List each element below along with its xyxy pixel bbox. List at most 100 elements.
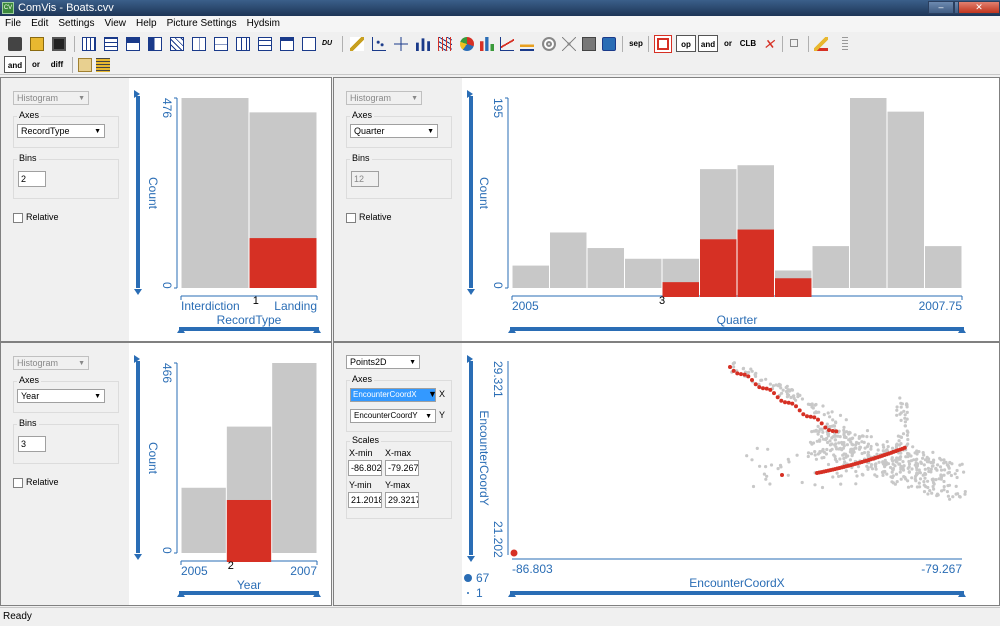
clear-selection-icon[interactable]: ✕ bbox=[763, 36, 775, 52]
brush-icon[interactable] bbox=[348, 35, 366, 53]
axes-label: Axes bbox=[350, 110, 375, 120]
data-point bbox=[907, 459, 911, 464]
y-min-input[interactable]: 21.2018 bbox=[348, 492, 382, 508]
x-axis-bar bbox=[510, 591, 964, 595]
menu-file[interactable]: File bbox=[5, 18, 22, 29]
scatterplot[interactable]: 29.321 21.202 EncounterCoordY -86.803 -79.26… bbox=[462, 343, 999, 605]
and-button[interactable]: and bbox=[698, 35, 718, 52]
grip-icon[interactable] bbox=[836, 35, 854, 53]
x-axis-select[interactable]: EncounterCoordX bbox=[350, 388, 436, 402]
relative-checkbox[interactable]: Relative bbox=[13, 212, 59, 223]
view-layout-icon[interactable] bbox=[190, 35, 208, 53]
view-layout-icon[interactable] bbox=[146, 35, 164, 53]
bins-input[interactable]: 3 bbox=[18, 436, 46, 452]
view-layout-icon[interactable] bbox=[168, 35, 186, 53]
or-mode-button[interactable]: or bbox=[32, 60, 40, 69]
pie-chart-icon[interactable] bbox=[458, 35, 476, 53]
view-layout-icon[interactable] bbox=[256, 35, 274, 53]
menu-edit[interactable]: Edit bbox=[31, 18, 49, 29]
area-chart-icon[interactable] bbox=[518, 35, 536, 53]
axis-value: Quarter bbox=[354, 126, 385, 136]
histogram-plot[interactable]: 466 0 Count 2005 2007 Year 2 bbox=[129, 343, 331, 605]
data-point bbox=[911, 445, 915, 449]
data-point bbox=[915, 452, 919, 456]
x-max-input[interactable]: -79.267 bbox=[385, 460, 419, 476]
view-layout-icon[interactable] bbox=[278, 35, 296, 53]
toolbar-separator bbox=[74, 36, 75, 52]
list-icon[interactable] bbox=[94, 56, 112, 74]
data-point bbox=[899, 442, 903, 446]
histogram-panel-quarter: Histogram ▼ Axes Quarter ▼ Bins 12 Relativ… bbox=[333, 77, 1000, 342]
selected-point bbox=[735, 371, 740, 376]
minimize-button[interactable]: – bbox=[928, 1, 954, 14]
view-type-select[interactable]: Points2D ▼ bbox=[346, 355, 420, 369]
histogram-bar bbox=[512, 265, 549, 288]
relative-checkbox[interactable]: Relative bbox=[13, 477, 59, 488]
toolbar-separator bbox=[342, 36, 343, 52]
selection-mode-icon[interactable] bbox=[654, 35, 672, 53]
data-point bbox=[790, 388, 795, 392]
bins-label: Bins bbox=[350, 153, 372, 163]
histogram-plot[interactable]: 195 0 Count 2005 2007.75 Quarter 3 bbox=[462, 78, 999, 341]
clb-button[interactable]: CLB bbox=[739, 39, 757, 48]
view-layout-icon[interactable] bbox=[212, 35, 230, 53]
view-layout-icon[interactable] bbox=[102, 35, 120, 53]
data-point bbox=[816, 424, 820, 428]
bar-chart-icon[interactable] bbox=[478, 35, 496, 53]
line-chart-icon[interactable] bbox=[498, 35, 516, 53]
data-point bbox=[831, 418, 835, 422]
histogram-panel-recordtype: Histogram ▼ Axes RecordType ▼ Bins 2 Relat… bbox=[0, 77, 332, 342]
menu-settings[interactable]: Settings bbox=[58, 18, 95, 29]
parallel-coords-icon[interactable] bbox=[436, 35, 454, 53]
view-type-select[interactable]: Histogram ▼ bbox=[346, 91, 422, 105]
data-point bbox=[902, 464, 906, 468]
star-plot-icon[interactable] bbox=[560, 35, 578, 53]
axis-select[interactable]: Year ▼ bbox=[17, 389, 105, 403]
menu-picture-settings[interactable]: Picture Settings bbox=[166, 18, 237, 29]
histogram-plot[interactable]: 476 0 Count Interdiction Landing RecordType 1 bbox=[129, 78, 331, 341]
axis-select[interactable]: Quarter ▼ bbox=[350, 124, 438, 138]
du-icon[interactable]: DU bbox=[321, 40, 333, 47]
and-mode-button[interactable]: and bbox=[4, 56, 26, 73]
bins-input[interactable]: 2 bbox=[18, 171, 46, 187]
data-point bbox=[875, 443, 879, 447]
diff-mode-button[interactable]: diff bbox=[50, 60, 64, 69]
new-view-icon[interactable] bbox=[76, 56, 94, 74]
deselect-icon[interactable] bbox=[786, 35, 804, 53]
menu-view[interactable]: View bbox=[104, 18, 127, 29]
map-icon[interactable] bbox=[600, 35, 618, 53]
new-project-icon[interactable] bbox=[6, 35, 24, 53]
selected-point bbox=[739, 372, 743, 377]
axes-icon[interactable] bbox=[392, 35, 410, 53]
y-min-label: 21.202 bbox=[491, 521, 505, 558]
image-icon[interactable] bbox=[580, 35, 598, 53]
data-point bbox=[907, 470, 911, 474]
save-icon[interactable] bbox=[50, 35, 68, 53]
menu-hydsim[interactable]: Hydsim bbox=[246, 18, 280, 29]
view-type-select[interactable]: Histogram ▼ bbox=[13, 356, 89, 370]
open-folder-icon[interactable] bbox=[28, 35, 46, 53]
op-button[interactable]: op bbox=[676, 35, 696, 52]
or-button[interactable]: or bbox=[724, 39, 732, 48]
histogram-icon[interactable] bbox=[414, 35, 432, 53]
data-point bbox=[942, 488, 946, 492]
axis-select[interactable]: RecordType ▼ bbox=[17, 124, 105, 138]
view-layout-icon[interactable] bbox=[300, 35, 318, 53]
data-point bbox=[813, 453, 817, 457]
highlight-icon[interactable] bbox=[812, 35, 830, 53]
view-type-select[interactable]: Histogram ▼ bbox=[13, 91, 89, 105]
spiral-icon[interactable] bbox=[540, 35, 558, 53]
close-button[interactable]: ✕ bbox=[958, 1, 1000, 14]
selected-point bbox=[805, 414, 809, 419]
x-min-input[interactable]: -86.802 bbox=[348, 460, 382, 476]
y-axis-select[interactable]: EncounterCoordY ▼ bbox=[350, 409, 436, 423]
menu-help[interactable]: Help bbox=[136, 18, 157, 29]
data-point bbox=[842, 428, 846, 432]
view-layout-icon[interactable] bbox=[80, 35, 98, 53]
view-layout-icon[interactable] bbox=[124, 35, 142, 53]
y-max-input[interactable]: 29.3217 bbox=[385, 492, 419, 508]
relative-checkbox[interactable]: Relative bbox=[346, 212, 392, 223]
view-layout-icon[interactable] bbox=[234, 35, 252, 53]
sep-button[interactable]: sep bbox=[629, 39, 643, 48]
scatterplot-icon[interactable] bbox=[370, 35, 388, 53]
